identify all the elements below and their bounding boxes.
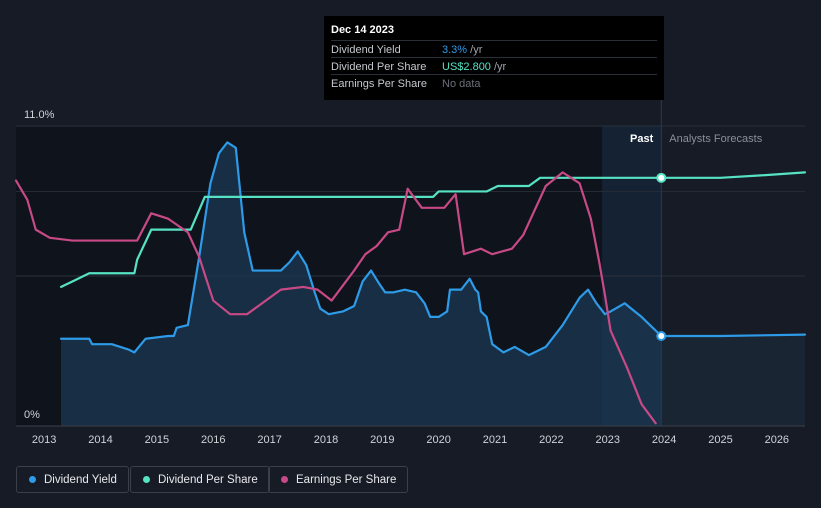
legend-label: Dividend Per Share (158, 473, 258, 486)
legend-earnings-per-share[interactable]: Earnings Per Share (268, 466, 409, 493)
x-tick-label: 2023 (596, 434, 620, 446)
x-tick-label: 2020 (426, 434, 450, 446)
tooltip-label: Dividend Per Share (331, 61, 427, 73)
x-tick-label: 2014 (88, 434, 112, 446)
forecast-label: Analysts Forecasts (669, 133, 762, 145)
past-label: Past (630, 133, 654, 145)
legend-dividend-yield[interactable]: Dividend Yield (16, 466, 129, 493)
tooltip: Dec 14 2023 Dividend Yield 3.3% /yr Divi… (324, 16, 664, 100)
tooltip-label: Dividend Yield (331, 44, 401, 56)
x-tick-label: 2017 (257, 434, 281, 446)
x-tick-label: 2022 (539, 434, 563, 446)
legend-dot-icon (281, 476, 288, 483)
legend-dot-icon (143, 476, 150, 483)
tooltip-value: 3.3% /yr (442, 44, 483, 56)
dividend-yield-marker (656, 331, 667, 341)
legend-label: Earnings Per Share (296, 473, 397, 486)
x-tick-label: 2026 (765, 434, 789, 446)
x-tick-label: 2015 (145, 434, 169, 446)
x-tick-label: 2019 (370, 434, 394, 446)
earnings-per-share-line (14, 171, 657, 425)
forecast-area (661, 334, 805, 426)
x-tick-label: 2018 (314, 434, 338, 446)
tooltip-label: Earnings Per Share (331, 78, 427, 90)
dividend-yield-area (61, 142, 662, 426)
legend-dot-icon (29, 476, 36, 483)
x-tick-label: 2021 (483, 434, 507, 446)
tooltip-row-earnings-per-share: Earnings Per Share No data (331, 74, 657, 92)
tooltip-row-dividend-yield: Dividend Yield 3.3% /yr (331, 40, 657, 58)
x-tick-label: 2016 (201, 434, 225, 446)
y-tick-label: 0% (24, 409, 40, 421)
dividend-per-share-marker (656, 172, 667, 183)
tooltip-date: Dec 14 2023 (331, 24, 394, 36)
x-tick-label: 2024 (652, 434, 676, 446)
tooltip-row-dividend-per-share: Dividend Per Share US$2.800 /yr (331, 57, 657, 75)
tooltip-value: No data (442, 78, 481, 90)
legend-dividend-per-share[interactable]: Dividend Per Share (130, 466, 270, 493)
x-tick-label: 2013 (32, 434, 56, 446)
tooltip-value: US$2.800 /yr (442, 61, 507, 73)
legend-label: Dividend Yield (44, 473, 117, 486)
dividend-yield-line (59, 141, 663, 357)
y-tick-label: 11.0% (24, 109, 55, 121)
dividend-yield-forecast-line (660, 333, 807, 338)
x-tick-label: 2025 (708, 434, 732, 446)
